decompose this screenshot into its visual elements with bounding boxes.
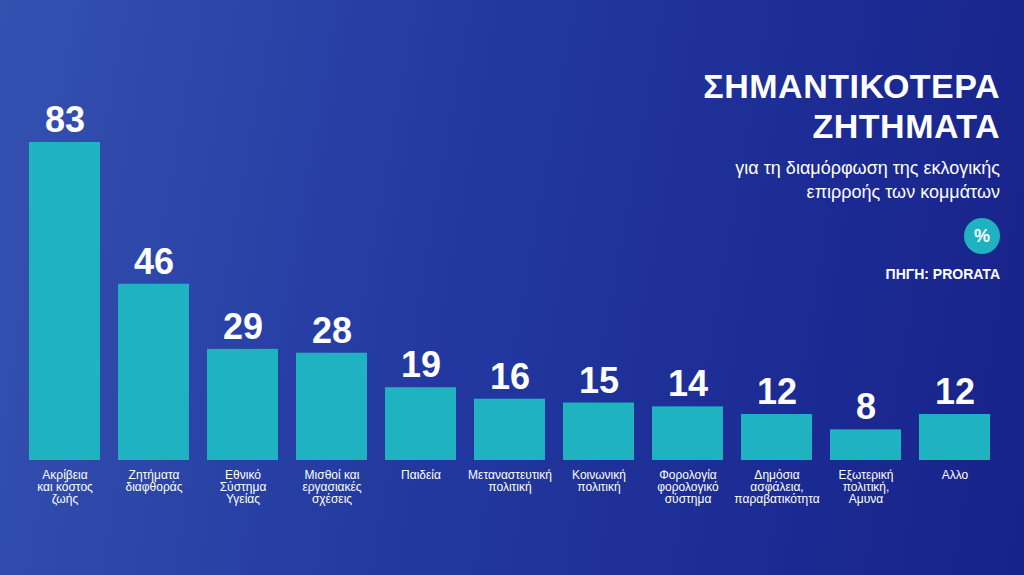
svg-text:Δημόσιαασφάλεια,παραβατικότητα: Δημόσιαασφάλεια,παραβατικότητα: [734, 468, 819, 506]
svg-text:19: 19: [401, 344, 441, 385]
html-text:ΠΗΓΗ: PRORATA: ΠΗΓΗ: PRORATA: [885, 266, 1000, 282]
svg-text:14: 14: [668, 363, 708, 404]
svg-text:Αλλο: Αλλο: [942, 468, 969, 482]
svg-text:Ακρίβειακαι κόστοςζωής: Ακρίβειακαι κόστοςζωής: [37, 468, 93, 506]
svg-text:46: 46: [134, 241, 174, 282]
svg-text:Παιδεία: Παιδεία: [401, 468, 441, 482]
svg-text:12: 12: [935, 371, 975, 412]
svg-text:Εξωτερικήπολιτική,Αμυνα: Εξωτερικήπολιτική,Αμυνα: [839, 468, 894, 506]
html-text:για τη διαμόρφωση της εκλογική: για τη διαμόρφωση της εκλογικής επιρροής…: [735, 158, 1000, 202]
html-text:ΣΗΜΑΝΤΙΚΟΤΕΡΑ ΖΗΤΗΜΑΤΑ: ΣΗΜΑΝΤΙΚΟΤΕΡΑ ΖΗΤΗΜΑΤΑ: [703, 67, 1000, 145]
svg-text:15: 15: [579, 360, 619, 401]
svg-text:Ζητήματαδιαφθοράς: Ζητήματαδιαφθοράς: [126, 468, 183, 494]
svg-text:ΕθνικόΣύστημαΥγείας: ΕθνικόΣύστημαΥγείας: [220, 468, 267, 506]
svg-text:Μεταναστευτικήπολιτική: Μεταναστευτικήπολιτική: [468, 468, 552, 494]
svg-text:83: 83: [45, 99, 85, 140]
svg-text:28: 28: [312, 310, 352, 351]
svg-text:12: 12: [757, 371, 797, 412]
svg-text:16: 16: [490, 356, 530, 397]
svg-text:29: 29: [223, 306, 263, 347]
svg-text:Φορολογίαφορολογικόσύστημα: Φορολογίαφορολογικόσύστημα: [657, 468, 719, 506]
svg-text:Κοινωνικήπολιτική: Κοινωνικήπολιτική: [572, 468, 626, 494]
svg-text:Μισθοί καιεργασιακέςσχέσεις: Μισθοί καιεργασιακέςσχέσεις: [302, 468, 361, 506]
svg-text:8: 8: [856, 386, 876, 427]
